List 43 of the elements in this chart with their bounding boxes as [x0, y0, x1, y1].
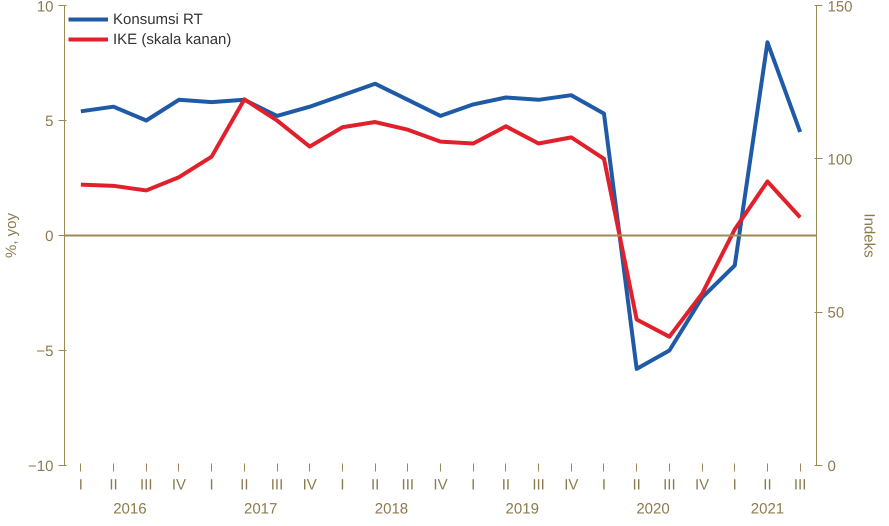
- x-tick-label: IV: [433, 476, 448, 494]
- y2-tick-label: 0: [828, 458, 836, 475]
- x-tick-label: IV: [172, 476, 186, 494]
- x-tick-label: II: [240, 476, 248, 494]
- x-tick-label: III: [794, 476, 806, 494]
- y-tick-label: −5: [36, 343, 54, 360]
- x-tick-label: IV: [302, 476, 317, 494]
- x-tick-label: II: [502, 476, 510, 494]
- text: 2021: [750, 500, 784, 518]
- text: 2019: [506, 500, 539, 518]
- line-series: [78, 97, 802, 339]
- x-tick-label: III: [532, 476, 545, 494]
- x-tick-label: II: [763, 476, 772, 494]
- x-tick-label: IV: [694, 476, 710, 494]
- y2-tick-label: 150: [828, 0, 853, 16]
- x-tick-label: II: [370, 476, 380, 494]
- x-tick-label: I: [340, 476, 344, 494]
- y-tick-label: 10: [36, 0, 54, 16]
- x-tick-label: I: [602, 476, 606, 494]
- x-tick-label: I: [471, 476, 476, 494]
- legend-label: IKE (skala kanan): [113, 30, 232, 48]
- legend-label: Konsumsi RT: [113, 10, 203, 28]
- x-tick-label: III: [270, 476, 284, 494]
- y2-tick-label: 50: [828, 304, 844, 322]
- text: 2020: [636, 500, 670, 518]
- text: 2016: [113, 500, 147, 518]
- x-tick-label: I: [78, 476, 83, 494]
- x-tick-label: III: [402, 476, 414, 494]
- text: 2018: [374, 500, 408, 518]
- x-tick-label: III: [663, 476, 676, 494]
- text: 2017: [244, 500, 278, 518]
- x-tick-label: III: [140, 476, 153, 494]
- x-tick-label: II: [109, 476, 118, 494]
- y2-tick-label: 100: [828, 151, 853, 168]
- y-tick-label: 5: [45, 113, 54, 130]
- x-tick-label: I: [732, 476, 737, 494]
- y-tick-label: −10: [28, 458, 54, 475]
- y-axis-title: %, yoy: [3, 212, 20, 258]
- x-tick-label: IV: [564, 476, 578, 494]
- x-tick-label: I: [210, 476, 214, 494]
- y-tick-label: 0: [45, 228, 54, 245]
- x-tick-label: II: [632, 476, 641, 494]
- y2-axis-title: Indeks: [860, 213, 878, 258]
